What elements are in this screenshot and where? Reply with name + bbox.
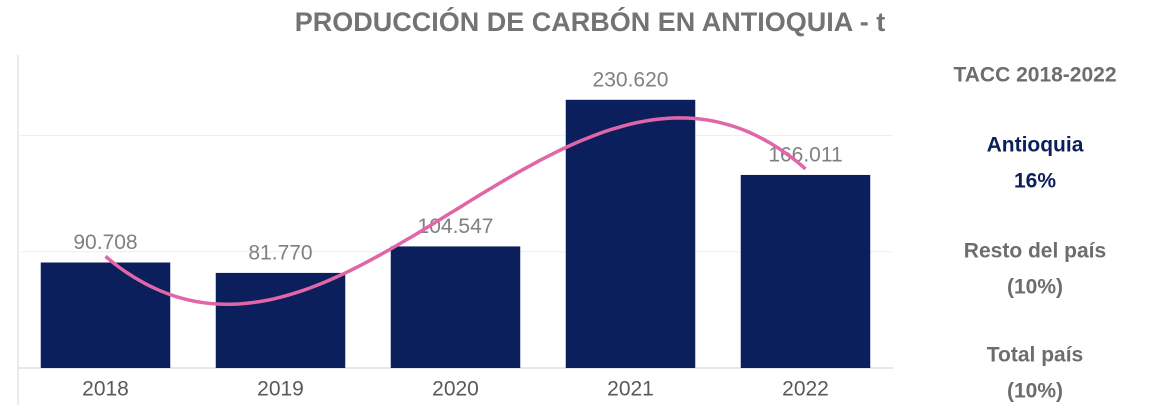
bar [565, 99, 696, 368]
chart-title: PRODUCCIÓN DE CARBÓN EN ANTIOQUIA - t [295, 6, 886, 37]
side-label: Total país [987, 344, 1083, 367]
side-label: Antioquia [987, 134, 1084, 157]
x-tick-label: 2019 [257, 378, 304, 401]
side-value: (10%) [1007, 276, 1063, 299]
value-label: 90.708 [73, 231, 137, 254]
side-label: Resto del país [964, 240, 1106, 263]
x-tick-label: 2020 [432, 378, 479, 401]
trendline [104, 116, 807, 307]
value-label: 230.620 [593, 68, 669, 91]
side-value: (10%) [1007, 380, 1063, 403]
bar [740, 174, 871, 368]
side-value: 16% [1014, 170, 1056, 193]
side-title: TACC 2018-2022 [953, 64, 1116, 87]
x-tick-label: 2021 [607, 378, 654, 401]
x-tick-label: 2018 [82, 378, 129, 401]
value-label: 166.011 [768, 143, 842, 166]
bar [215, 272, 346, 368]
bar [390, 246, 521, 368]
x-tick-label: 2022 [782, 378, 829, 401]
bar [40, 262, 171, 368]
value-label: 81.770 [248, 241, 312, 264]
